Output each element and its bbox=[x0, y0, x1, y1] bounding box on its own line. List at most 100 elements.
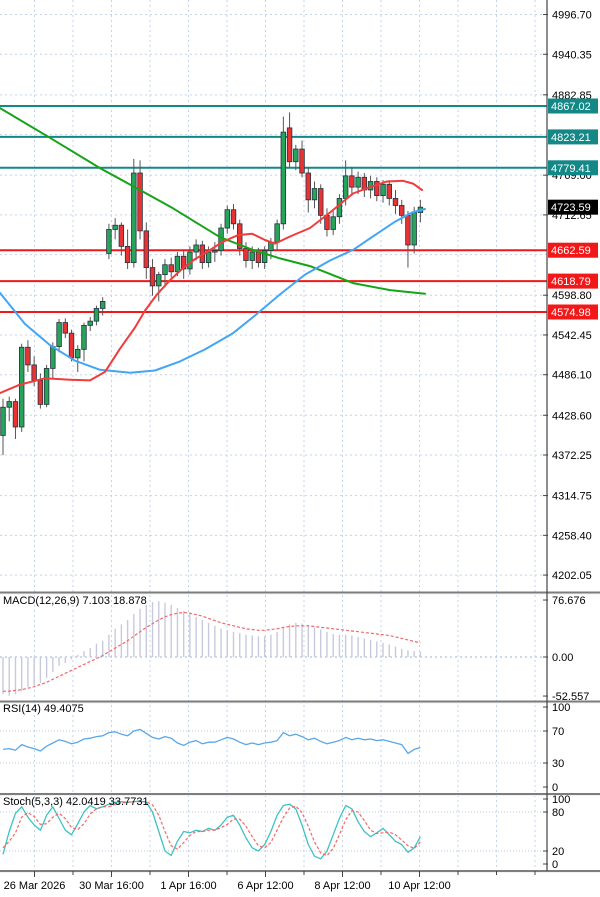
price-badge-text: 4662.59 bbox=[551, 245, 591, 257]
macd-indicator-label: MACD(12,26,9) 7.103 18.878 bbox=[3, 595, 147, 607]
bull-candle bbox=[293, 148, 299, 163]
moving-averages bbox=[0, 107, 426, 395]
price-badge bbox=[548, 160, 598, 176]
bull-candle bbox=[18, 346, 25, 428]
bull-candle bbox=[261, 250, 268, 264]
axis-label: 70 bbox=[552, 726, 564, 738]
axis-label: 4542.45 bbox=[552, 330, 592, 342]
time-axis[interactable]: 26 Mar 2026 30 Mar 16:00 1 Apr 16:00 6 Apr … bbox=[4, 871, 536, 892]
axis-label: 4372.25 bbox=[552, 450, 592, 462]
bear-candle bbox=[386, 183, 392, 199]
axis-label: 80 bbox=[552, 807, 564, 819]
bull-candle bbox=[224, 209, 230, 229]
axis-label: 4258.40 bbox=[552, 530, 592, 542]
stoch-k-line bbox=[2, 800, 421, 860]
price-badge bbox=[548, 199, 598, 215]
time-axis-label: 1 Apr 16:00 bbox=[160, 880, 216, 892]
bear-candle bbox=[143, 230, 149, 268]
support-resistance-lines[interactable] bbox=[0, 105, 547, 314]
price-badge-text: 4723.59 bbox=[551, 202, 591, 214]
price-badge bbox=[548, 98, 598, 114]
axis-label: 4486.10 bbox=[552, 370, 592, 382]
bull-candle bbox=[99, 301, 106, 309]
bear-candle bbox=[230, 209, 237, 225]
bear-candle bbox=[25, 346, 31, 366]
bear-candle bbox=[118, 224, 125, 247]
ma-red-line bbox=[0, 179, 423, 395]
time-axis-label: 30 Mar 16:00 bbox=[79, 880, 144, 892]
axis-label: 4202.05 bbox=[552, 570, 592, 582]
axis-label: 4428.60 bbox=[552, 410, 592, 422]
price-badge-text: 4823.21 bbox=[551, 132, 591, 144]
bear-candle bbox=[12, 401, 19, 428]
bear-candle bbox=[168, 264, 174, 273]
time-axis-label: 10 Apr 12:00 bbox=[388, 880, 450, 892]
price-axis[interactable]: 4996.704940.354882.854769.004712.654598.… bbox=[543, 0, 592, 871]
bull-candle bbox=[156, 274, 162, 287]
bull-candle bbox=[249, 251, 255, 261]
axis-label: 0.00 bbox=[552, 652, 573, 664]
bull-candle bbox=[93, 308, 100, 322]
price-level-badges: 4867.02 4823.21 4779.41 4662.59 4618.79 4574.… bbox=[548, 98, 598, 320]
stoch-indicator-label: Stoch(5,3,3) 42.0419 33.7731 bbox=[3, 796, 149, 808]
bull-candle bbox=[380, 183, 386, 196]
bull-candle bbox=[81, 324, 87, 350]
axis-label: 76.676 bbox=[552, 595, 586, 607]
time-axis-label: 6 Apr 12:00 bbox=[237, 880, 293, 892]
price-badge-text: 4779.41 bbox=[551, 163, 591, 175]
axis-label: 4940.35 bbox=[552, 49, 592, 61]
axis-label: 0 bbox=[552, 859, 558, 871]
axis-label: 4598.80 bbox=[552, 290, 592, 302]
macd-panel[interactable] bbox=[0, 601, 547, 696]
bear-candle bbox=[374, 181, 380, 196]
bull-candle bbox=[106, 229, 112, 254]
axis-label: 4996.70 bbox=[552, 10, 592, 22]
time-axis-label: 26 Mar 2026 bbox=[4, 880, 66, 892]
price-badge bbox=[548, 242, 598, 258]
bear-candle bbox=[349, 175, 355, 188]
bear-candle bbox=[399, 205, 405, 216]
axis-label: -52.557 bbox=[552, 691, 589, 703]
price-scale-area[interactable] bbox=[548, 0, 600, 871]
price-badge-text: 4867.02 bbox=[551, 101, 591, 113]
bear-candle bbox=[305, 172, 311, 201]
rsi-line bbox=[2, 728, 421, 755]
bull-candle bbox=[212, 250, 218, 253]
bull-candle bbox=[162, 264, 168, 276]
bear-candle bbox=[299, 148, 305, 174]
time-axis-label: 8 Apr 12:00 bbox=[314, 880, 370, 892]
stochastic-panel[interactable] bbox=[0, 800, 547, 860]
bear-candle bbox=[149, 267, 156, 287]
price-badge bbox=[548, 273, 598, 289]
bull-candle bbox=[193, 244, 199, 253]
bull-candle bbox=[75, 348, 81, 359]
axis-label: 100 bbox=[552, 794, 570, 806]
bull-candle bbox=[0, 406, 6, 436]
bear-candle bbox=[124, 245, 131, 264]
axis-label: 0 bbox=[552, 782, 558, 794]
rsi-panel[interactable] bbox=[0, 728, 547, 764]
axis-label: 4314.75 bbox=[552, 491, 592, 503]
stoch-d-line bbox=[2, 801, 421, 857]
ma-green-line bbox=[0, 107, 426, 295]
panel-separators bbox=[0, 591, 600, 873]
main-chart-area[interactable] bbox=[0, 0, 547, 592]
price-badge-text: 4574.98 bbox=[551, 307, 591, 319]
price-badge bbox=[548, 129, 598, 145]
bull-candle bbox=[6, 401, 12, 408]
bull-candle bbox=[330, 216, 336, 230]
axis-label: 20 bbox=[552, 846, 564, 858]
bull-candle bbox=[311, 188, 318, 201]
bull-candle bbox=[56, 322, 62, 347]
bear-candle bbox=[137, 172, 143, 232]
bear-candle bbox=[392, 198, 399, 206]
bull-candle bbox=[43, 368, 50, 405]
bear-candle bbox=[286, 127, 293, 163]
rsi-indicator-label: RSI(14) 49.4075 bbox=[3, 703, 84, 715]
time-scale-area[interactable] bbox=[0, 872, 600, 897]
axis-label: 100 bbox=[552, 702, 570, 714]
price-badge bbox=[548, 304, 598, 320]
bear-candle bbox=[318, 188, 324, 216]
